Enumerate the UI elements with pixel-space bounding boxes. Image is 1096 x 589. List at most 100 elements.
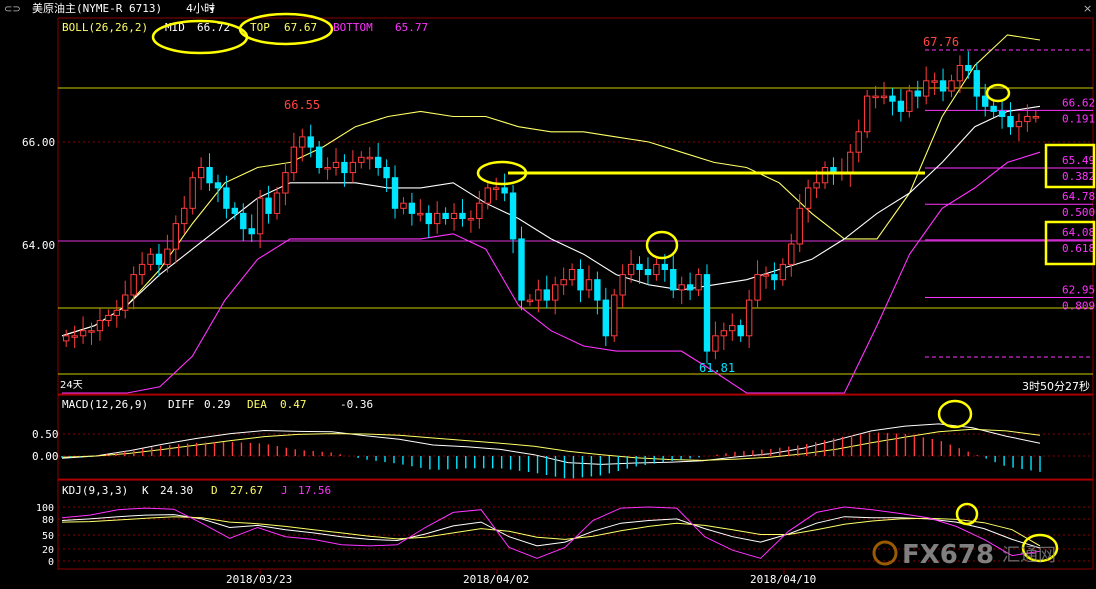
price-axis: 66.00 64.00 xyxy=(22,136,55,252)
candle xyxy=(349,150,357,183)
price-tick-66: 66.00 xyxy=(22,136,55,149)
candle xyxy=(796,194,803,253)
candle xyxy=(459,199,466,227)
main-annotations: 66.55 67.76 61.81 3时50分27秒 24天 xyxy=(60,35,1090,393)
candle xyxy=(518,226,525,311)
macd-value: -0.36 xyxy=(340,398,373,411)
kdj-k-label: K xyxy=(142,484,149,497)
candle xyxy=(391,165,399,219)
candle xyxy=(686,272,694,301)
kdj-plot xyxy=(61,506,1041,559)
panel-frames xyxy=(57,17,1094,570)
candle xyxy=(299,128,306,162)
macd-diff-line xyxy=(61,423,1041,465)
x-label-0323: 2018/03/23 xyxy=(226,573,292,586)
candle xyxy=(223,175,230,219)
fib-price-4: 62.95 xyxy=(1062,284,1095,297)
watermark-logo-icon xyxy=(872,540,898,566)
candle xyxy=(501,173,508,202)
candle xyxy=(653,258,660,281)
fib-price-1: 65.49 xyxy=(1062,154,1095,167)
kdj-d-label: D xyxy=(211,484,218,497)
candle xyxy=(189,171,196,215)
timer-label: 3时50分27秒 xyxy=(1022,379,1090,393)
candle xyxy=(737,319,744,342)
candle xyxy=(256,189,264,249)
fib-ratio-4: 0.809 xyxy=(1062,300,1095,313)
candle xyxy=(214,174,222,203)
candle xyxy=(248,214,255,242)
macd-tick-000: 0.00 xyxy=(32,450,59,463)
window-icon[interactable]: ⊂⊃ xyxy=(4,4,21,15)
candle xyxy=(611,288,618,342)
candle xyxy=(552,276,559,315)
candle xyxy=(206,153,213,191)
boll-mid-value: 66.72 xyxy=(197,21,230,34)
candle xyxy=(442,207,449,225)
candle xyxy=(813,170,820,199)
highlight-circle-macd xyxy=(937,399,973,429)
fib-price-3: 64.08 xyxy=(1062,226,1095,239)
candle xyxy=(594,271,601,315)
candle xyxy=(130,266,137,310)
candle xyxy=(560,267,567,295)
candle xyxy=(939,68,947,102)
candle xyxy=(509,184,517,254)
fib-ratio-2: 0.500 xyxy=(1062,206,1095,219)
highlight-top-circle xyxy=(238,12,334,46)
candle xyxy=(400,197,407,215)
bollinger-bands xyxy=(61,34,1041,394)
candle xyxy=(821,161,829,189)
boll-bottom-line xyxy=(62,151,1041,394)
candle xyxy=(433,201,441,234)
kdj-d-line xyxy=(61,516,1041,547)
candle xyxy=(627,250,635,283)
candle xyxy=(931,72,938,96)
period-dropdown-icon[interactable]: ▾ xyxy=(210,5,215,15)
candle xyxy=(113,300,121,328)
highlight-circle-apr13 xyxy=(985,83,1011,103)
candle xyxy=(315,140,323,174)
candle xyxy=(914,80,921,109)
candle xyxy=(771,262,778,290)
macd-dea-line xyxy=(61,428,1041,461)
candle xyxy=(417,199,424,222)
candle xyxy=(729,313,736,341)
candle xyxy=(366,147,373,170)
candle xyxy=(122,280,129,319)
candle xyxy=(155,244,163,277)
candle xyxy=(922,66,930,105)
candle xyxy=(585,265,593,299)
fibonacci-levels: 66.62 0.191 65.49 0.382 64.78 0.500 64.08 0.618… xyxy=(925,49,1095,358)
candle xyxy=(602,287,610,346)
candle xyxy=(695,268,702,297)
close-icon[interactable]: × xyxy=(1083,2,1092,15)
fib-price-2: 64.78 xyxy=(1062,190,1095,203)
candle xyxy=(872,85,879,109)
fib-price-0: 66.62 xyxy=(1062,96,1095,109)
candle xyxy=(383,159,390,192)
candle xyxy=(880,81,888,105)
kdj-tick-50: 50 xyxy=(42,531,54,542)
kdj-j-value: 17.56 xyxy=(298,484,331,497)
candle xyxy=(265,185,272,224)
candle xyxy=(358,151,365,169)
candle xyxy=(324,157,331,180)
boll-bottom-label: BOTTOM xyxy=(333,21,373,34)
candle xyxy=(804,179,812,223)
candle xyxy=(240,203,247,241)
bottom-left-label: 24天 xyxy=(60,380,83,391)
macd-diff-value: 0.29 xyxy=(204,398,231,411)
candle xyxy=(290,132,298,181)
candle xyxy=(720,322,728,351)
high-label-right: 67.76 xyxy=(923,35,959,49)
highlight-circle-kdj-top xyxy=(955,502,979,526)
candle xyxy=(577,259,584,303)
candle xyxy=(282,162,289,206)
kdj-tick-100: 100 xyxy=(36,503,54,514)
period-label[interactable]: 4小时 xyxy=(186,2,215,15)
macd-diff-label: DIFF xyxy=(168,398,195,411)
candle xyxy=(948,74,955,98)
candle xyxy=(1015,113,1023,141)
